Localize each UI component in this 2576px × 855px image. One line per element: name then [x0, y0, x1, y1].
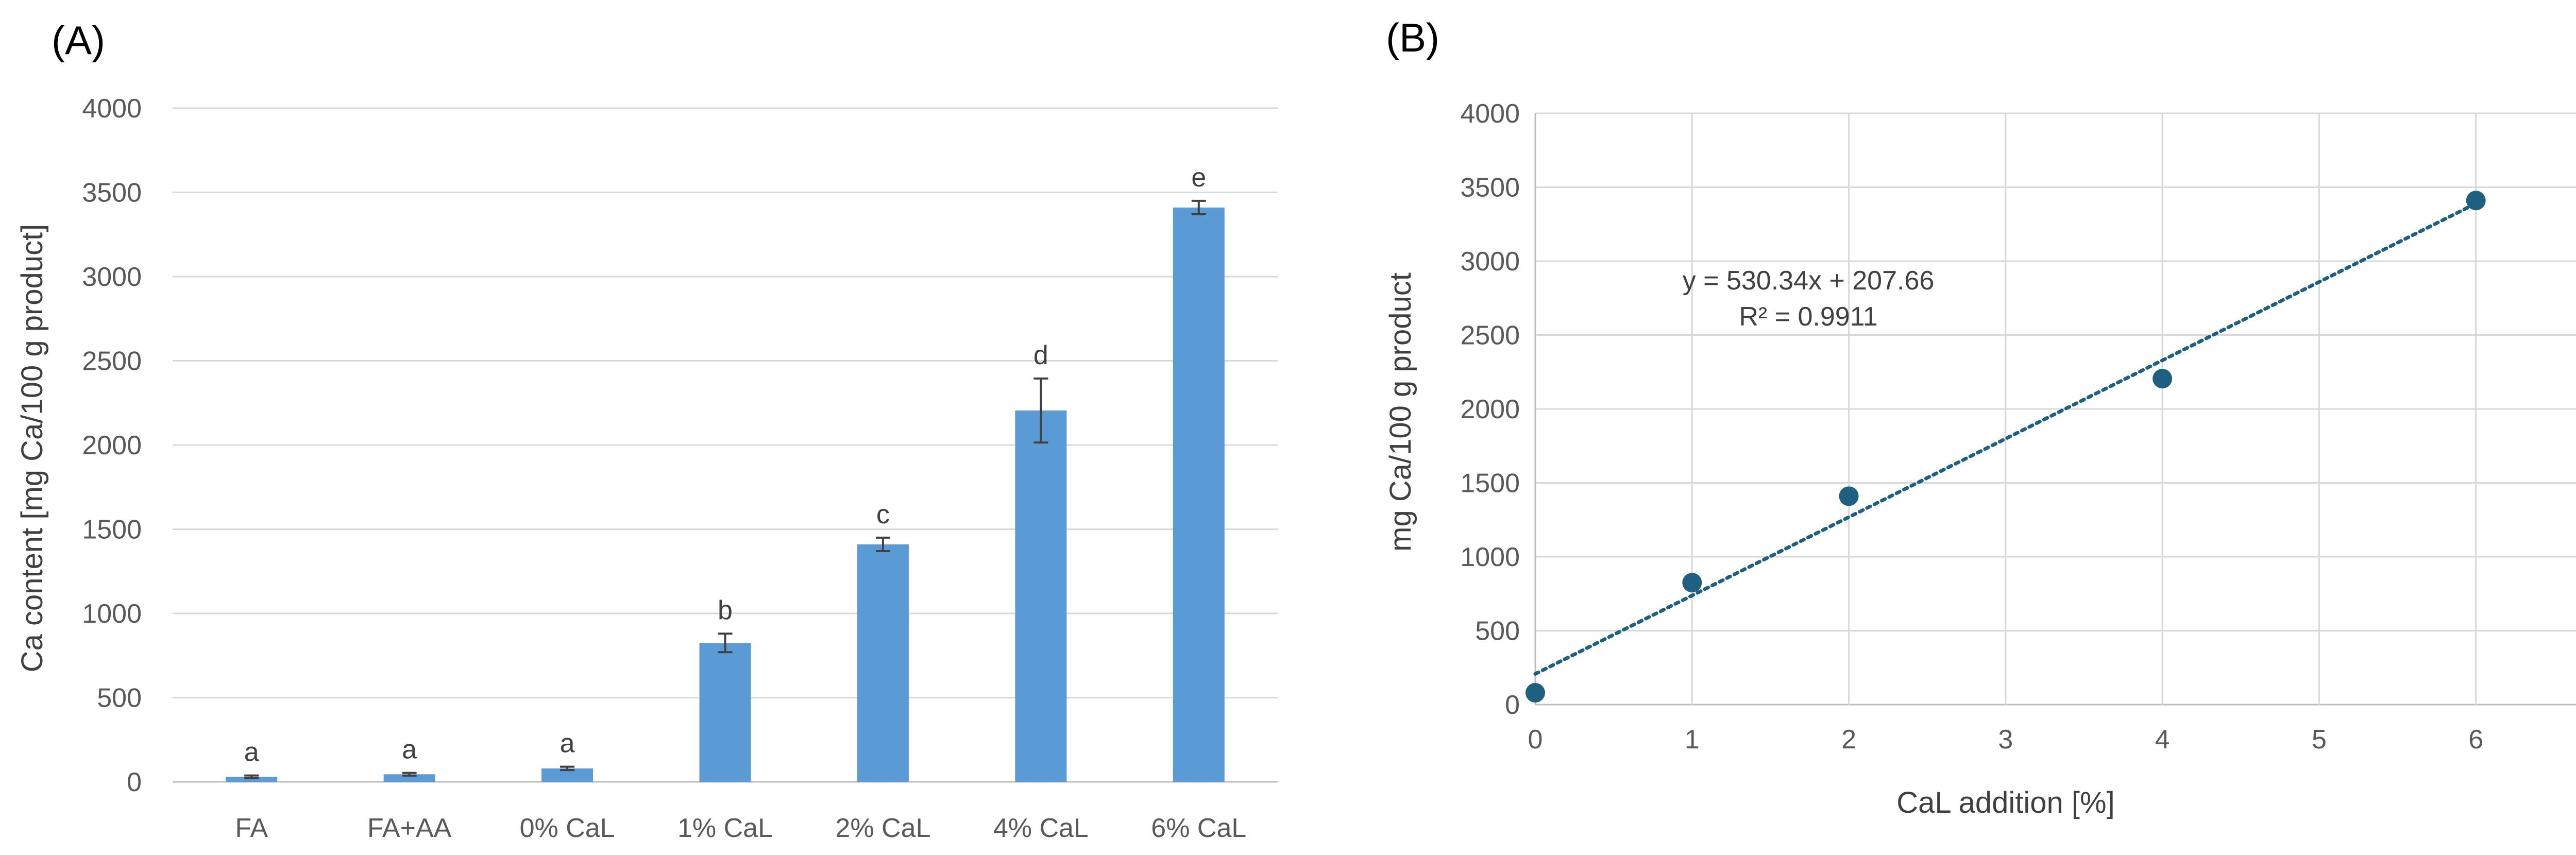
significance-letter: b [718, 595, 733, 625]
b-x-tick-label: 6 [2468, 725, 2483, 755]
panel-b-label: (B) [1386, 15, 1439, 60]
panel-a: (A) 0 500 1000 1500 2000 2500 3000 3500 4000 a a a… [15, 18, 1278, 843]
bar [699, 643, 751, 782]
b-x-tick-label: 1 [1685, 725, 1700, 755]
a-x-tick-label: FA [235, 813, 268, 843]
bar [383, 774, 435, 782]
b-y-tick-label: 3500 [1460, 173, 1520, 203]
a-x-tick-label: 2% CaL [835, 813, 930, 843]
b-y-tick-label: 1500 [1460, 469, 1520, 499]
trendline [1533, 201, 2478, 676]
a-x-tick-label: 0% CaL [520, 813, 615, 843]
significance-letter: a [244, 738, 259, 767]
a-x-tick-label: FA+AA [367, 813, 452, 843]
bar [857, 544, 909, 782]
a-y-tick-label: 1000 [82, 599, 142, 629]
a-y-tick-label: 2000 [82, 431, 142, 460]
panel-a-y-axis-label: Ca content [mg Ca/100 g product] [15, 224, 49, 673]
bar [1015, 410, 1067, 782]
b-y-tick-label: 4000 [1460, 99, 1520, 129]
b-y-tick-label: 0 [1505, 690, 1520, 720]
b-y-tick-label: 3000 [1460, 247, 1520, 277]
significance-letter: a [402, 735, 417, 765]
a-y-tick-label: 0 [127, 767, 142, 797]
a-x-tick-label: 4% CaL [993, 813, 1089, 843]
trendline-equation: y = 530.34x + 207.66 [1683, 266, 1935, 296]
a-y-tick-label: 1500 [82, 515, 142, 545]
bar [1173, 207, 1225, 782]
panel-a-label: (A) [52, 18, 105, 63]
a-y-tick-label: 2500 [82, 347, 142, 377]
b-x-tick-label: 2 [1841, 725, 1856, 755]
a-x-tick-label: 1% CaL [677, 813, 773, 843]
b-y-tick-label: 1000 [1460, 542, 1520, 572]
data-point [2466, 191, 2486, 211]
r-squared-label: R² = 0.9911 [1739, 302, 1877, 332]
b-y-tick-label: 2000 [1460, 395, 1520, 424]
b-x-tick-label: 4 [2155, 725, 2170, 755]
significance-letter: c [876, 500, 890, 529]
a-x-tick-label: 6% CaL [1151, 813, 1246, 843]
b-x-tick-label: 0 [1528, 725, 1543, 755]
panel-b-x-axis-label: CaL addition [%] [1896, 786, 2114, 819]
a-y-tick-label: 3000 [82, 262, 142, 292]
a-y-tick-label: 500 [97, 683, 142, 713]
a-y-tick-label: 3500 [82, 178, 142, 208]
panel-b: (B) 0 500 1000 1500 2000 2500 3000 3500 4000 0 1 2… [1384, 15, 2576, 819]
significance-letter: d [1033, 340, 1048, 370]
b-y-tick-label: 500 [1475, 617, 1520, 646]
data-point [1839, 486, 1859, 506]
data-point [2153, 369, 2173, 389]
bar [226, 777, 278, 782]
significance-letter: a [560, 729, 575, 759]
b-x-tick-label: 5 [2312, 725, 2327, 755]
b-y-tick-label: 2500 [1460, 321, 1520, 351]
data-point [1526, 683, 1545, 703]
significance-letter: e [1191, 163, 1206, 193]
data-point [1682, 573, 1702, 593]
b-x-tick-label: 3 [1998, 725, 2013, 755]
panel-b-y-axis-label: mg Ca/100 g product [1384, 272, 1417, 552]
a-y-tick-label: 4000 [82, 94, 142, 124]
